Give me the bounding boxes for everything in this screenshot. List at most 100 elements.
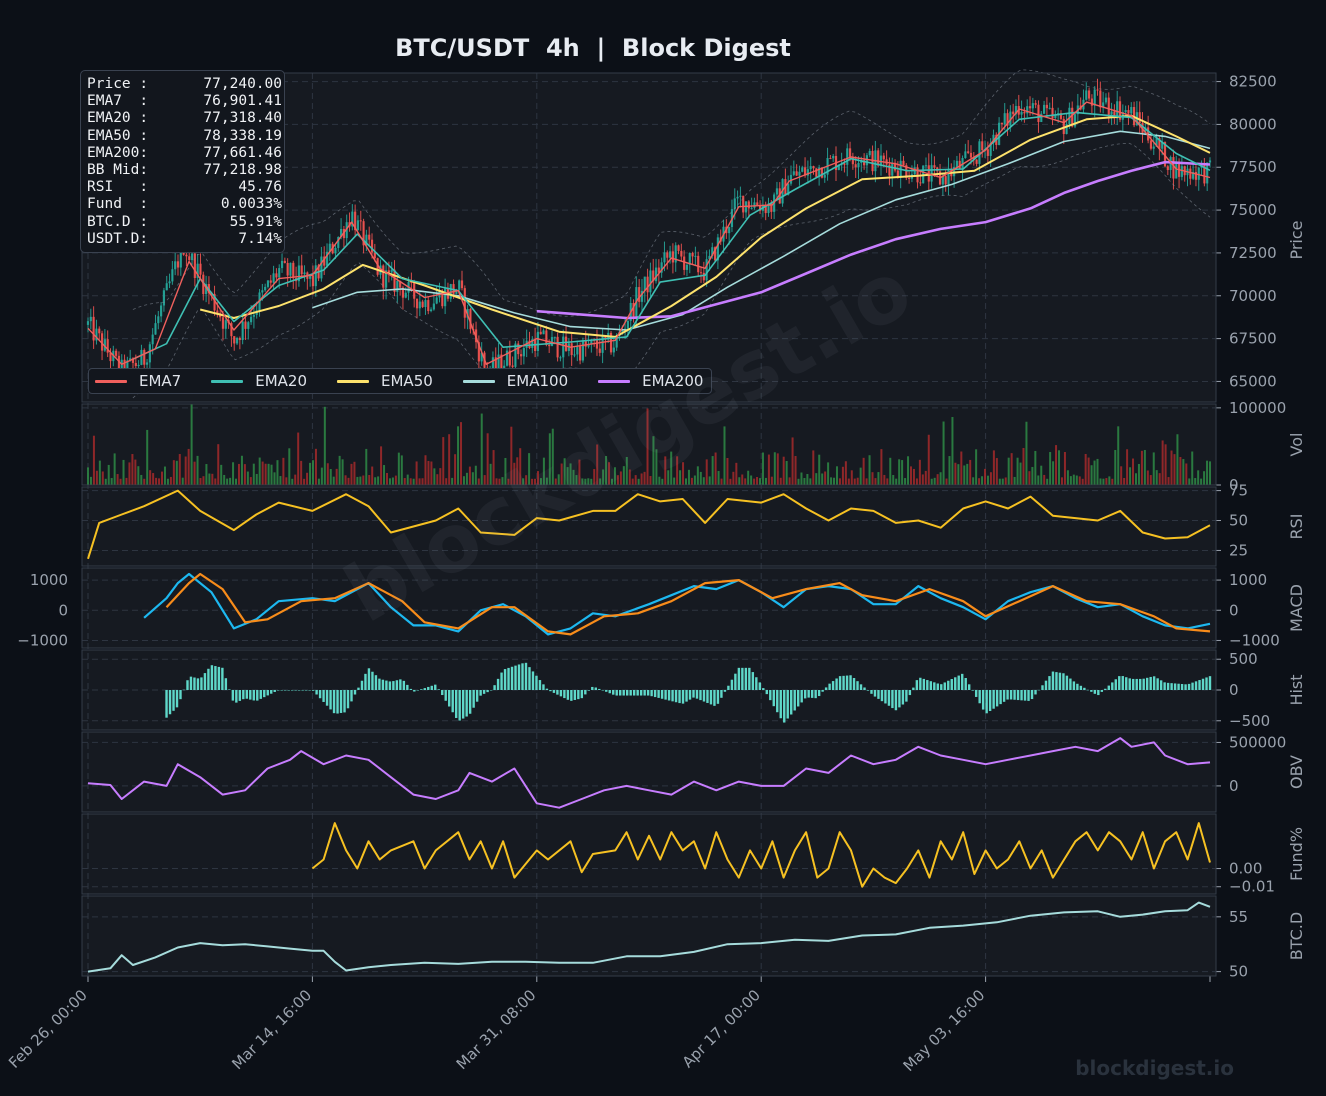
volume-bar: [380, 446, 383, 485]
candle-body: [103, 339, 106, 351]
volume-bar: [871, 472, 874, 485]
candle-body: [311, 275, 315, 287]
volume-bar: [92, 435, 95, 485]
y-tick-label: 100000: [1229, 399, 1286, 417]
candle-body: [941, 176, 944, 185]
hist-bar: [186, 680, 189, 690]
hist-bar: [304, 690, 308, 691]
volume-bar: [646, 408, 649, 485]
candle-body: [708, 255, 711, 260]
panel-border-rsi: [81, 486, 1217, 567]
candle-body: [154, 323, 157, 335]
volume-bar: [131, 454, 134, 485]
hist-bar: [360, 680, 364, 690]
candle-body: [356, 220, 360, 231]
hist-bar: [667, 690, 671, 701]
hist-bar: [420, 689, 423, 690]
volume-bar: [602, 469, 605, 485]
candle-body: [595, 340, 599, 349]
hist-bar: [214, 666, 217, 690]
hist-bar: [371, 671, 374, 690]
hist-bar: [594, 687, 597, 690]
volume-bar: [723, 426, 726, 485]
volume-bar: [341, 459, 344, 485]
volume-bar: [172, 460, 175, 485]
candle-body: [806, 169, 809, 176]
hist-bar: [1156, 678, 1159, 690]
panel-label: MACD: [1287, 584, 1306, 632]
candle-body: [303, 272, 306, 275]
volume-bar: [211, 473, 214, 485]
candle-body: [556, 336, 559, 358]
volume-bar: [95, 470, 98, 485]
volume-bar: [566, 467, 569, 485]
volume-bar: [1134, 473, 1137, 485]
candle-body: [137, 364, 140, 367]
hist-bar: [423, 688, 426, 690]
volume-bar: [368, 474, 371, 485]
candle-body: [190, 253, 194, 261]
hist-bar: [1041, 685, 1044, 690]
candle-body: [919, 182, 922, 184]
hist-bar: [413, 690, 416, 692]
hist-bar: [1180, 684, 1184, 690]
ema200-line: [536, 160, 1211, 320]
candle-body: [778, 188, 781, 204]
candle-body: [179, 243, 182, 268]
hist-bar: [427, 686, 430, 690]
candle-body: [1192, 171, 1195, 179]
volume-bar: [344, 475, 347, 485]
candle-body: [1107, 97, 1110, 115]
hist-bar: [325, 690, 329, 706]
hist-bar: [1062, 673, 1065, 690]
x-tick-label: Mar 14, 16:00: [228, 986, 315, 1073]
hist-bar: [228, 689, 231, 690]
hist-bar: [1069, 678, 1072, 690]
volume-bar: [1058, 450, 1061, 485]
volume-bar: [679, 470, 682, 485]
volume-bar: [738, 477, 741, 485]
candle-body: [1054, 115, 1057, 119]
candle-body: [463, 288, 466, 318]
y-tick-label: 1000: [1229, 571, 1267, 589]
volume-bar: [1022, 448, 1025, 485]
volume-bar: [495, 478, 498, 485]
candle-body: [621, 330, 624, 332]
candle-body: [185, 254, 188, 257]
hist-bar: [999, 690, 1002, 705]
hist-bar: [448, 690, 451, 707]
candle-body: [514, 343, 517, 367]
hist-bar: [399, 679, 402, 690]
candle-body: [283, 260, 286, 263]
volume-bar: [673, 477, 676, 485]
hist-bar: [1058, 672, 1062, 690]
candle-body: [1034, 103, 1037, 105]
hist-bar: [531, 671, 535, 690]
candle-body: [359, 220, 362, 222]
candle-body: [1073, 114, 1077, 127]
candle-body: [160, 305, 163, 317]
candle-body: [1197, 167, 1200, 180]
hist-bar: [238, 690, 242, 701]
info-row: EMA200: 77,661.46: [87, 145, 282, 162]
hist-bar: [1097, 690, 1100, 696]
volume-bar: [868, 455, 871, 485]
hist-bar: [625, 690, 629, 696]
volume-bar: [291, 478, 294, 485]
volume-bar: [1108, 476, 1111, 485]
candle-body: [168, 281, 171, 284]
candle-body: [989, 143, 992, 156]
volume-bar: [427, 460, 430, 485]
volume-bar: [285, 477, 288, 485]
hist-bar: [741, 667, 744, 690]
hist-bar: [800, 690, 803, 703]
y-tick-label: 0: [1229, 476, 1239, 494]
candle-body: [337, 237, 340, 248]
candle-body: [1203, 164, 1206, 184]
candle-body: [89, 316, 92, 322]
candle-body: [1020, 111, 1023, 115]
candle-body: [351, 211, 354, 227]
volume-bar: [264, 463, 267, 485]
hist-bar: [730, 679, 734, 690]
candle-body: [280, 260, 284, 269]
